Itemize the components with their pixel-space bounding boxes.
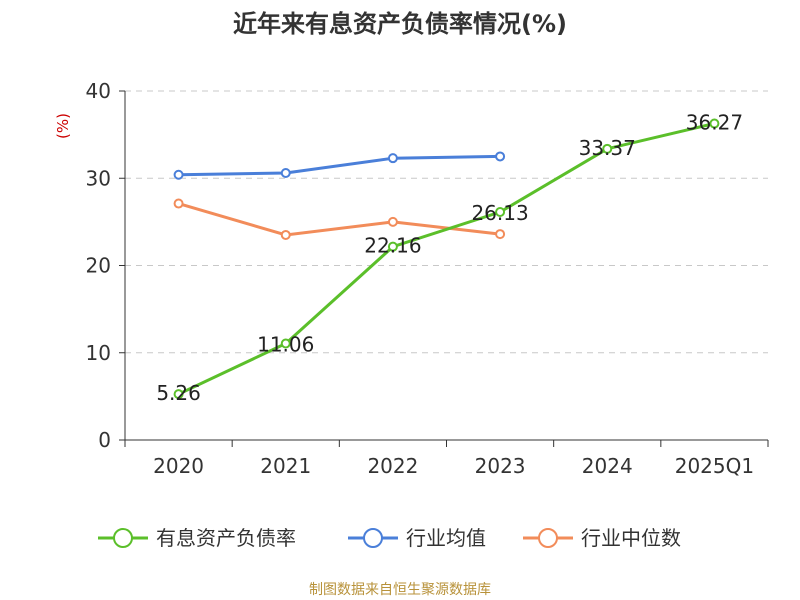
x-tick-label: 2023 bbox=[475, 454, 526, 478]
data-point bbox=[387, 241, 398, 252]
chart-title: 近年来有息资产负债率情况(%) bbox=[233, 10, 567, 38]
legend-item: 行业均值 bbox=[348, 526, 486, 550]
x-tick-label: 2021 bbox=[260, 454, 311, 478]
data-point bbox=[280, 338, 291, 349]
gridlines bbox=[125, 90, 768, 354]
x-tick-label: 2022 bbox=[367, 454, 418, 478]
legend-swatch-marker bbox=[538, 528, 558, 548]
series-line bbox=[177, 122, 715, 396]
data-label: 22.16 bbox=[364, 234, 421, 258]
legend-item: 行业中位数 bbox=[523, 526, 681, 550]
legend-label: 有息资产负债率 bbox=[156, 526, 296, 550]
legend: 有息资产负债率 行业均值 行业中位数 bbox=[98, 526, 681, 550]
y-axis-unit: (%) bbox=[54, 113, 72, 139]
data-point bbox=[173, 198, 184, 209]
data-label: 26.13 bbox=[471, 201, 528, 225]
legend-label: 行业均值 bbox=[406, 526, 486, 550]
data-point bbox=[173, 389, 184, 400]
legend-item: 有息资产负债率 bbox=[98, 526, 296, 550]
x-tick-label: 2024 bbox=[582, 454, 633, 478]
data-point bbox=[495, 229, 506, 240]
y-tick-label: 40 bbox=[86, 79, 111, 103]
axes: 0 10 20 30 40 2020 2021 2022 2023 2024 2025Q1 bbox=[86, 79, 769, 478]
x-tick-label: 2020 bbox=[153, 454, 204, 478]
data-point bbox=[387, 153, 398, 164]
data-point bbox=[387, 216, 398, 227]
data-point bbox=[280, 229, 291, 240]
y-tick-label: 20 bbox=[86, 254, 111, 278]
legend-swatch-marker bbox=[113, 528, 133, 548]
data-point bbox=[280, 168, 291, 179]
series-line bbox=[178, 202, 501, 237]
data-point bbox=[495, 151, 506, 162]
data-point bbox=[709, 118, 720, 129]
series-line bbox=[178, 154, 501, 177]
data-point bbox=[602, 143, 613, 154]
y-tick-label: 10 bbox=[86, 341, 111, 365]
y-tick-label: 0 bbox=[98, 428, 111, 452]
x-tick-label: 2025Q1 bbox=[675, 454, 754, 478]
data-label: 33.37 bbox=[579, 136, 636, 160]
source-note: 制图数据来自恒生聚源数据库 bbox=[309, 582, 491, 598]
data-label: 5.26 bbox=[156, 381, 201, 405]
legend-label: 行业中位数 bbox=[581, 526, 681, 550]
y-tick-label: 30 bbox=[86, 166, 111, 190]
data-point bbox=[173, 169, 184, 180]
data-label: 36.27 bbox=[686, 111, 743, 135]
data-point bbox=[495, 207, 506, 218]
series-group: 5.26 11.06 22.16 26.13 33.37 36.27 bbox=[156, 111, 743, 406]
data-label: 11.06 bbox=[257, 333, 314, 357]
legend-swatch-marker bbox=[363, 528, 383, 548]
